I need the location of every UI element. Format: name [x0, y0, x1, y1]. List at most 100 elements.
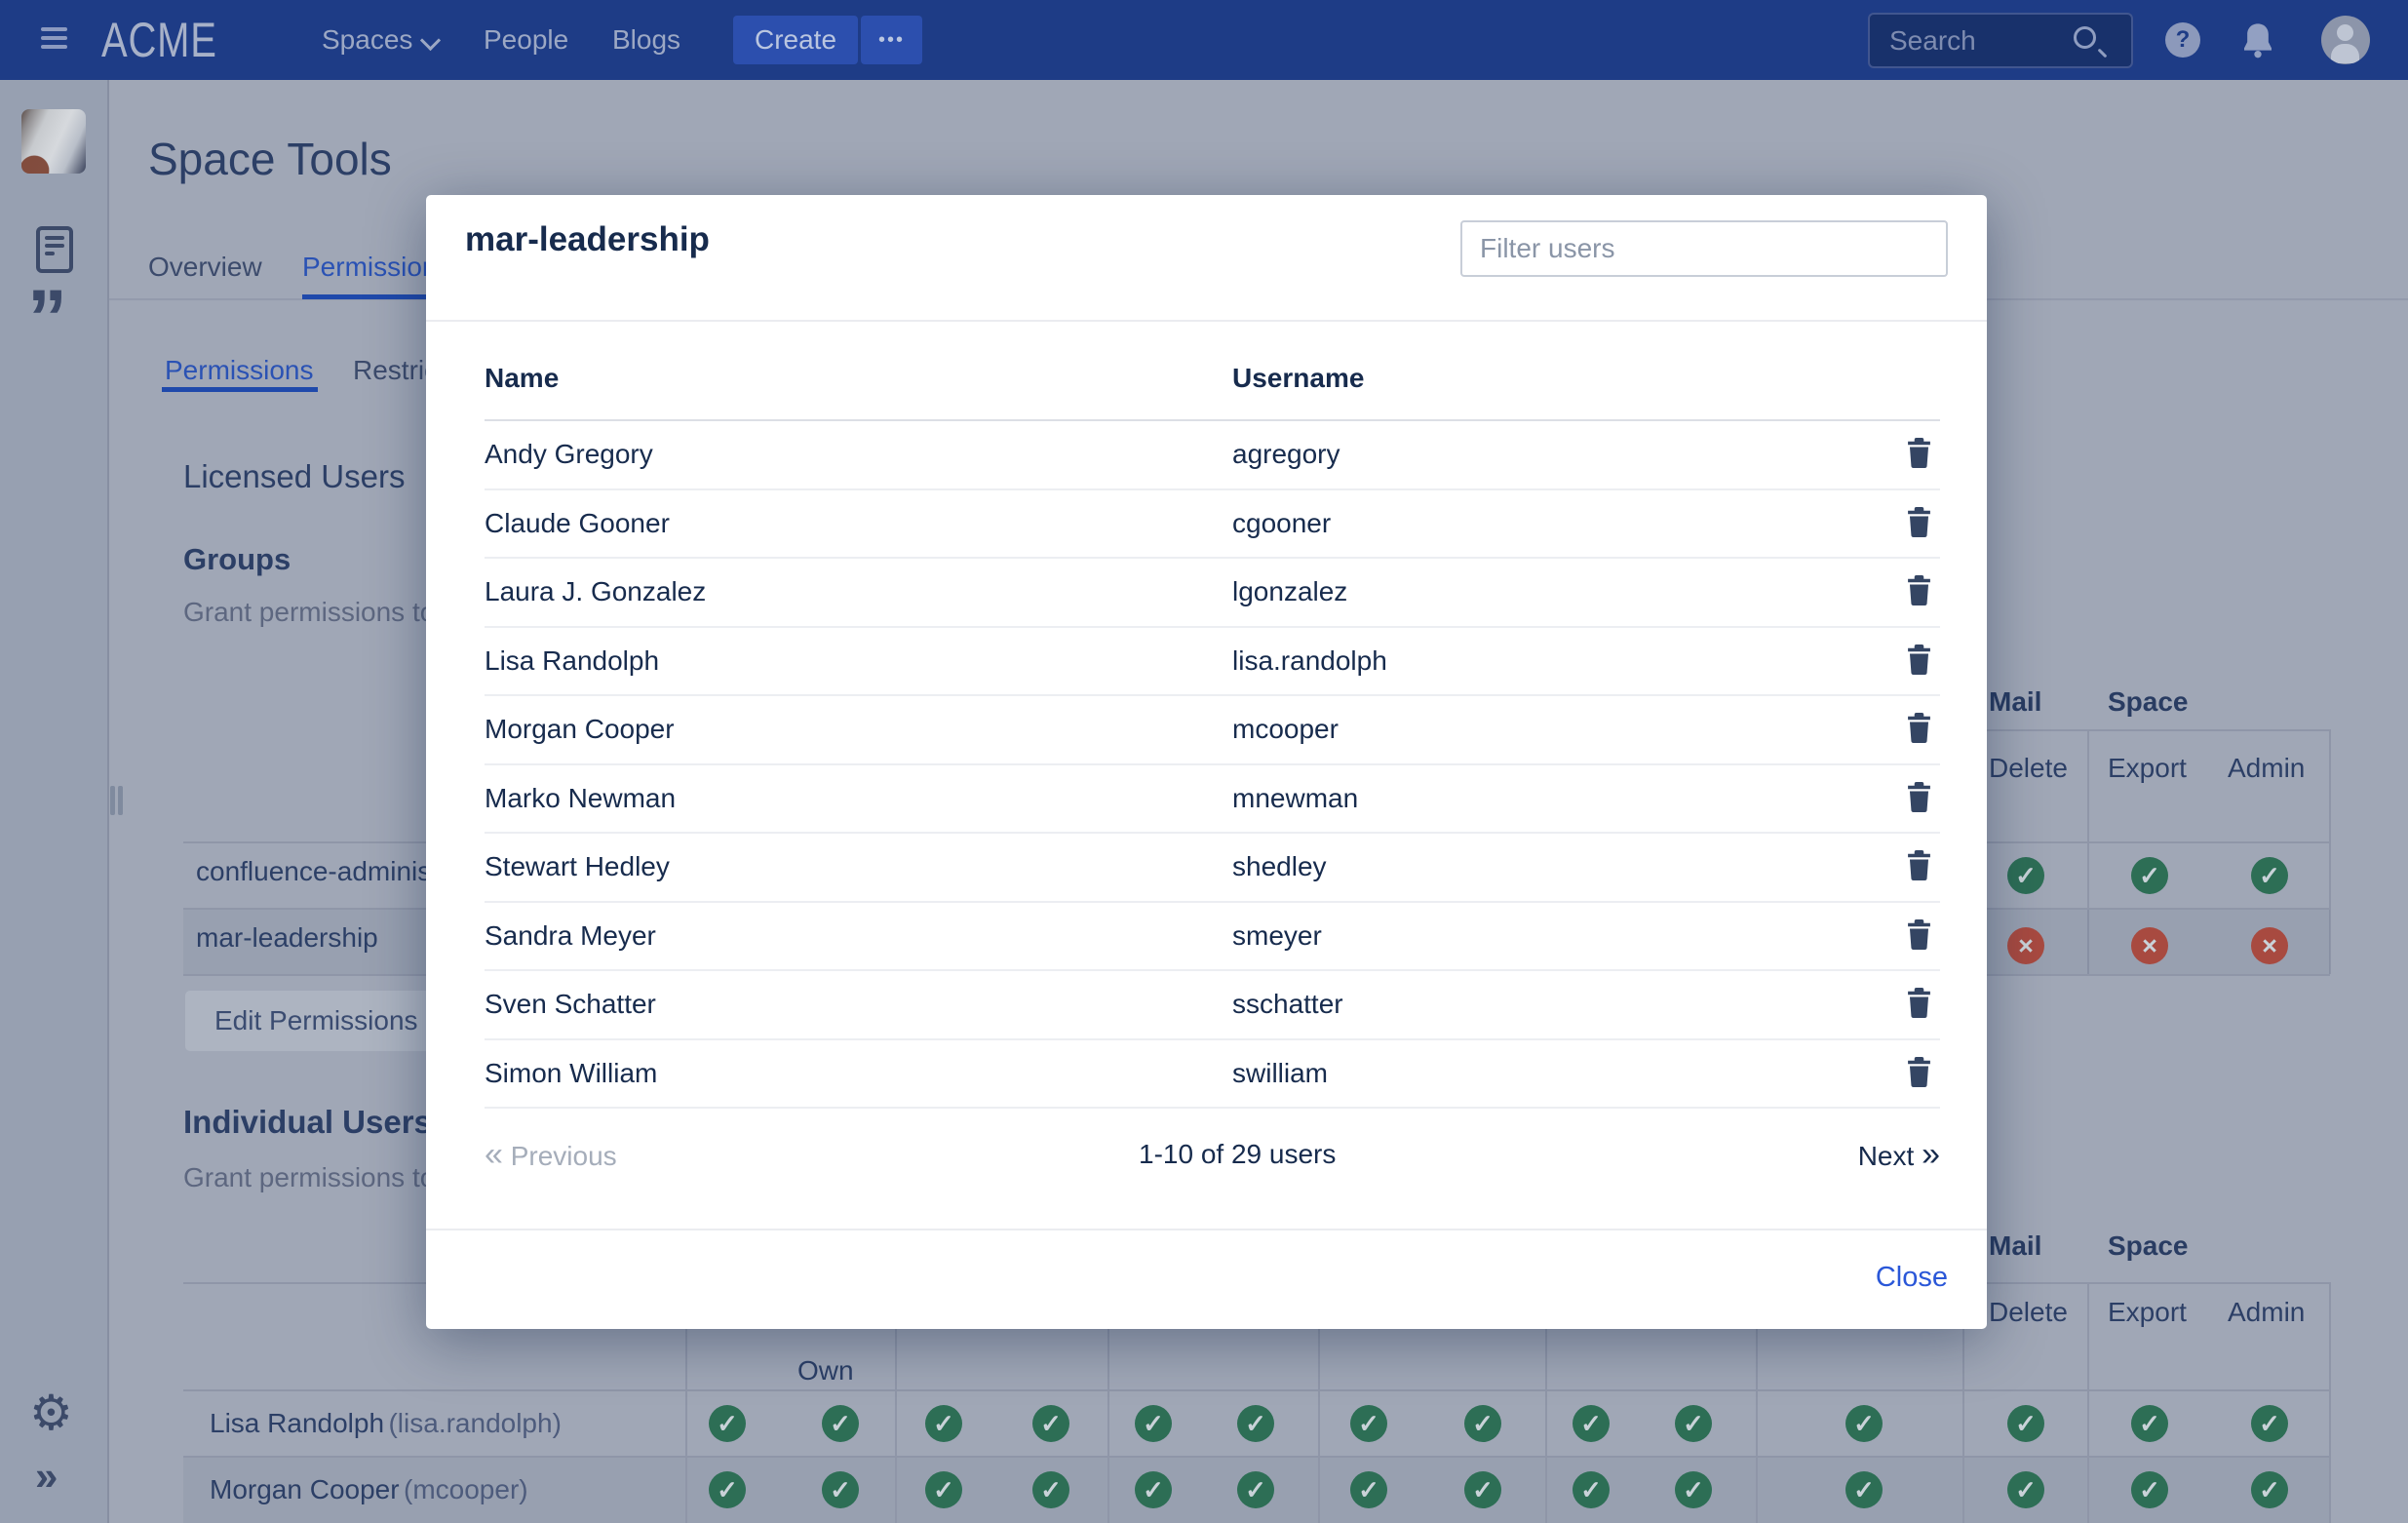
nav-item-blogs[interactable]: Blogs: [612, 24, 681, 55]
create-button[interactable]: Create: [733, 16, 858, 64]
groups-heading: Groups: [183, 542, 291, 576]
trash-icon: [1906, 988, 1932, 1021]
user-row-label[interactable]: Lisa Randolph (lisa.randolph): [210, 1408, 562, 1439]
remove-member-button[interactable]: [1897, 575, 1940, 608]
help-icon[interactable]: ?: [2165, 22, 2200, 58]
permission-granted-icon: ✓: [2251, 857, 2288, 894]
remove-member-button[interactable]: [1897, 918, 1940, 953]
next-page-button[interactable]: Next »: [1858, 1136, 1940, 1174]
space-logo-thumbnail[interactable]: [21, 109, 86, 174]
remove-member-button[interactable]: [1897, 1056, 1940, 1090]
permission-granted-icon: ✓: [1845, 1405, 1883, 1442]
remove-member-button[interactable]: [1897, 713, 1940, 746]
users-col-own: Own: [797, 1355, 854, 1386]
member-name: Sandra Meyer: [485, 919, 656, 951]
close-dialog-link[interactable]: Close: [1875, 1262, 1948, 1293]
permission-denied-icon: ×: [2007, 927, 2044, 964]
groups-col-admin: Admin: [2228, 753, 2306, 783]
modal-user-row: Laura J. Gonzalez lgonzalez: [485, 559, 1940, 628]
permission-granted-icon: ✓: [1845, 1471, 1883, 1508]
tab-overview[interactable]: Overview: [148, 252, 262, 282]
pagination-summary: 1-10 of 29 users: [1139, 1139, 1337, 1169]
users-col-space: Space: [2108, 1230, 2189, 1261]
user-full-name: Lisa Randolph: [210, 1408, 385, 1438]
member-username: mcooper: [1232, 714, 1339, 745]
member-name: Morgan Cooper: [485, 714, 675, 745]
notifications-bell-icon[interactable]: [2238, 20, 2277, 59]
previous-label: Previous: [510, 1140, 617, 1171]
permission-granted-icon: ✓: [2131, 1471, 2168, 1508]
nav-item-people[interactable]: People: [484, 24, 569, 55]
pages-document-icon[interactable]: [36, 226, 73, 273]
trash-icon: [1906, 644, 1932, 678]
members-table: Andy Gregory agregory Claude Gooner cgooner…: [485, 421, 1940, 1109]
permission-granted-icon: ✓: [1032, 1471, 1069, 1508]
permission-granted-icon: ✓: [1464, 1471, 1501, 1508]
individual-users-heading: Individual Users: [183, 1104, 432, 1140]
subtab-active-underline: [162, 387, 318, 392]
remove-member-button[interactable]: [1897, 781, 1940, 815]
search-input[interactable]: Search: [1868, 13, 2133, 68]
gear-settings-icon[interactable]: ⚙: [29, 1386, 73, 1440]
member-username: swilliam: [1232, 1057, 1328, 1088]
modal-user-row: Lisa Randolph lisa.randolph: [485, 628, 1940, 696]
permission-granted-icon: ✓: [1032, 1405, 1069, 1442]
member-name: Laura J. Gonzalez: [485, 576, 707, 607]
drag-handle[interactable]: [110, 786, 115, 815]
top-nav-bar: ACME Spaces People Blogs Create ••• Search…: [0, 0, 2408, 80]
member-username: cgooner: [1232, 507, 1332, 538]
member-username: sschatter: [1232, 989, 1343, 1020]
users-col-line: [1756, 1282, 1758, 1523]
group-members-dialog: mar-leadership Name Username Andy Gregor…: [426, 195, 1987, 1329]
page-title: Space Tools: [148, 134, 392, 184]
groups-col-space: Space: [2108, 686, 2189, 717]
space-sidebar: ” ⚙ »: [0, 80, 109, 1523]
user-avatar[interactable]: [2321, 16, 2370, 64]
permission-granted-icon: ✓: [925, 1471, 962, 1508]
hamburger-menu-icon[interactable]: [41, 27, 67, 54]
expand-sidebar-icon[interactable]: »: [35, 1453, 58, 1499]
modal-user-row: Andy Gregory agregory: [485, 421, 1940, 490]
remove-member-button[interactable]: [1897, 988, 1940, 1021]
quote-blog-icon[interactable]: ”: [27, 274, 67, 363]
next-label: Next: [1857, 1140, 1915, 1171]
remove-member-button[interactable]: [1897, 644, 1940, 678]
filter-users-input[interactable]: [1460, 220, 1948, 277]
groups-header-divider: [1962, 729, 2330, 731]
remove-member-button[interactable]: [1897, 506, 1940, 540]
search-placeholder: Search: [1889, 25, 1976, 56]
member-username: lisa.randolph: [1232, 644, 1387, 676]
subtab-permissions[interactable]: Permissions: [165, 355, 314, 385]
previous-page-button[interactable]: « Previous: [485, 1136, 617, 1174]
users-col-mail: Mail: [1989, 1230, 2042, 1261]
permission-denied-icon: ×: [2131, 927, 2168, 964]
permission-granted-icon: ✓: [822, 1471, 859, 1508]
trash-icon: [1906, 781, 1932, 815]
users-col-admin: Admin: [2228, 1297, 2306, 1327]
more-actions-button[interactable]: •••: [861, 16, 922, 64]
permission-granted-icon: ✓: [1464, 1405, 1501, 1442]
trash-icon: [1906, 575, 1932, 608]
remove-member-button[interactable]: [1897, 850, 1940, 883]
permission-granted-icon: ✓: [1350, 1405, 1387, 1442]
modal-user-row: Sandra Meyer smeyer: [485, 903, 1940, 971]
next-icon: »: [1922, 1135, 1940, 1173]
permission-granted-icon: ✓: [822, 1405, 859, 1442]
groups-col-line: [2087, 729, 2089, 974]
search-icon-tail: [2097, 48, 2108, 59]
trash-icon: [1906, 713, 1932, 746]
members-col-username: Username: [1232, 363, 1365, 393]
member-name: Marko Newman: [485, 782, 677, 813]
user-row-label[interactable]: Morgan Cooper (mcooper): [210, 1474, 528, 1505]
nav-item-spaces[interactable]: Spaces: [322, 24, 413, 55]
remove-member-button[interactable]: [1897, 438, 1940, 471]
drag-handle[interactable]: [118, 786, 123, 815]
member-name: Stewart Hedley: [485, 851, 670, 882]
users-col-line: [1962, 1282, 1964, 1523]
acme-logo[interactable]: ACME: [101, 13, 217, 67]
users-col-line: [685, 1282, 687, 1523]
member-name: Simon William: [485, 1057, 658, 1088]
user-full-name: Morgan Cooper: [210, 1474, 400, 1504]
group-row-label[interactable]: mar-leadership: [196, 922, 378, 953]
